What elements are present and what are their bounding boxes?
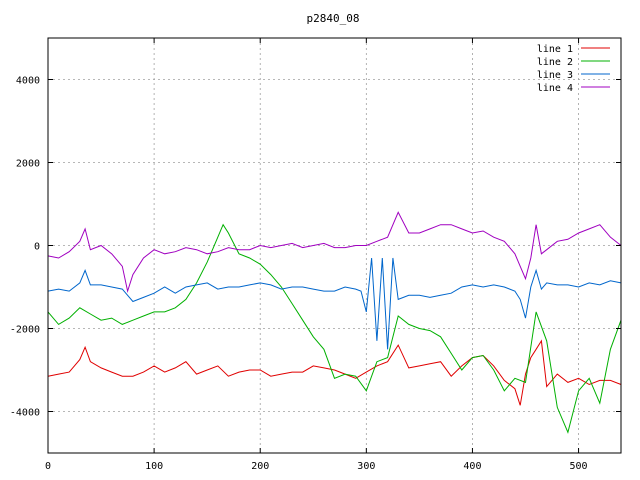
x-tick-label: 100 (145, 461, 163, 472)
x-tick-label: 300 (357, 461, 375, 472)
series-group (47, 211, 622, 434)
axis-ticks: 0 100 200 300 400 500 -4000 -2000 0 2000 4000 (10, 38, 621, 472)
x-tick-label: 400 (463, 461, 481, 472)
x-tick-label: 500 (570, 461, 588, 472)
y-tick-label: 0 (34, 242, 40, 253)
x-tick-label: 200 (251, 461, 269, 472)
grid-lines (48, 38, 621, 453)
x-tick-label: 0 (45, 461, 51, 472)
legend-label-2: line 2 (537, 57, 573, 68)
chart-title: p2840_08 (307, 12, 360, 25)
legend-label-3: line 3 (537, 70, 573, 81)
series-line-3 (47, 257, 622, 350)
series-line-1 (47, 339, 622, 406)
legend-label-1: line 1 (537, 44, 573, 55)
y-tick-label: 2000 (16, 159, 40, 170)
y-tick-label: -2000 (10, 325, 40, 336)
series-line-4 (47, 211, 622, 294)
legend-label-4: line 4 (537, 83, 573, 94)
y-tick-label: -4000 (10, 408, 40, 419)
y-tick-label: 4000 (16, 76, 40, 87)
series-line-2 (47, 223, 622, 434)
legend: line 1 line 2 line 3 line 4 (537, 44, 610, 94)
